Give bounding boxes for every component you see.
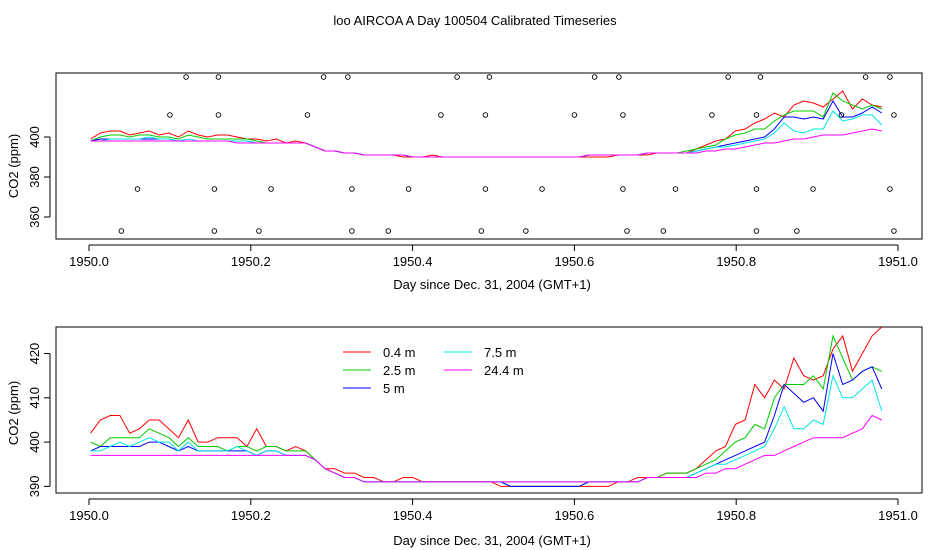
marker-point xyxy=(838,112,845,118)
top-series-line-1 xyxy=(90,90,882,158)
marker-point xyxy=(891,112,897,118)
marker-point xyxy=(478,228,485,234)
marker-point xyxy=(215,74,222,80)
top-y-axis: 360 380 400 xyxy=(27,126,51,228)
bottom-data-lines xyxy=(90,326,883,487)
top-y-tick-label: 360 xyxy=(27,206,42,228)
marker-point xyxy=(616,74,622,80)
bottom-x-axis-label: Day since Dec. 31, 2004 (GMT+1) xyxy=(393,533,591,548)
top-plot-frame xyxy=(55,72,923,240)
top-x-axis-label: Day since Dec. 31, 2004 (GMT+1) xyxy=(393,277,591,292)
marker-point xyxy=(757,74,764,80)
marker-point xyxy=(256,228,262,234)
marker-point xyxy=(320,74,327,80)
bottom-x-tick-label: 1950.8 xyxy=(716,508,756,523)
top-y-tick-label: 380 xyxy=(27,166,42,188)
marker-point xyxy=(672,186,679,192)
marker-point xyxy=(862,74,869,80)
marker-point xyxy=(183,74,189,80)
marker-point xyxy=(753,228,760,234)
figure-title: loo AIRCOA A Day 100504 Calibrated Times… xyxy=(333,13,617,28)
bottom-x-tick-label: 1950.0 xyxy=(69,508,109,523)
bottom-x-tick-label: 1950.6 xyxy=(555,508,595,523)
marker-point xyxy=(482,186,489,192)
bottom-x-tick-label: 1950.2 xyxy=(231,508,271,523)
marker-point xyxy=(753,186,760,192)
top-x-tick-label: 1950.4 xyxy=(393,254,433,269)
bottom-y-tick-label: 410 xyxy=(27,387,42,409)
top-y-tick-label: 400 xyxy=(27,126,42,148)
bottom-y-axis: 390 400 410 420 xyxy=(27,343,51,498)
top-x-tick-label: 1950.8 xyxy=(716,254,756,269)
marker-point xyxy=(454,74,460,80)
marker-point xyxy=(385,228,392,234)
marker-point xyxy=(620,112,626,118)
bottom-y-tick-label: 400 xyxy=(27,431,42,453)
legend-label: 24.4 m xyxy=(484,363,524,378)
marker-point xyxy=(891,228,897,234)
marker-point xyxy=(405,186,412,192)
marker-point xyxy=(794,228,800,234)
legend-label: 5 m xyxy=(383,381,405,396)
marker-point xyxy=(660,228,667,234)
marker-point xyxy=(753,112,760,118)
top-x-tick-label: 1950.6 xyxy=(555,254,595,269)
marker-point xyxy=(167,112,173,118)
top-x-tick-label: 1950.0 xyxy=(69,254,109,269)
top-chart: 1950.0 1950.2 1950.4 1950.6 1950.8 1951.0 360… xyxy=(6,72,923,292)
marker-point xyxy=(709,112,715,118)
marker-point xyxy=(591,74,598,80)
top-series-line-5 xyxy=(90,128,882,158)
marker-point xyxy=(349,186,355,192)
bottom-plot-frame xyxy=(55,326,923,494)
bottom-x-axis: 1950.0 1950.2 1950.4 1950.6 1950.8 1951.0 xyxy=(69,498,918,523)
marker-point xyxy=(118,228,125,234)
marker-point xyxy=(539,186,545,192)
bottom-x-tick-label: 1951.0 xyxy=(878,508,918,523)
marker-point xyxy=(887,74,893,80)
legend-label: 0.4 m xyxy=(383,345,416,360)
bottom-x-tick-label: 1950.4 xyxy=(393,508,433,523)
marker-point xyxy=(345,74,351,80)
top-x-axis: 1950.0 1950.2 1950.4 1950.6 1950.8 1951.0 xyxy=(69,244,918,269)
top-x-tick-label: 1951.0 xyxy=(878,254,918,269)
top-data-lines xyxy=(90,90,883,158)
marker-point xyxy=(486,74,493,80)
marker-point xyxy=(134,186,141,192)
top-series-line-2 xyxy=(90,92,882,158)
marker-point xyxy=(211,186,218,192)
marker-point xyxy=(571,112,578,118)
top-y-axis-label: CO2 (ppm) xyxy=(6,134,21,198)
top-marker-points xyxy=(118,74,897,234)
marker-point xyxy=(810,186,816,192)
legend-label: 2.5 m xyxy=(383,363,416,378)
bottom-series-line-5 xyxy=(90,414,883,483)
bottom-chart: 1950.0 1950.2 1950.4 1950.6 1950.8 1951.0 390… xyxy=(6,326,923,548)
marker-point xyxy=(624,228,630,234)
bottom-y-axis-label: CO2 (ppm) xyxy=(6,381,21,445)
marker-point xyxy=(349,228,355,234)
marker-point xyxy=(523,228,529,234)
marker-point xyxy=(620,186,626,192)
marker-point xyxy=(887,186,893,192)
marker-point xyxy=(215,112,222,118)
marker-point xyxy=(268,186,274,192)
legend-label: 7.5 m xyxy=(484,345,517,360)
bottom-y-tick-label: 420 xyxy=(27,343,42,365)
marker-point xyxy=(438,112,444,118)
marker-point xyxy=(482,112,489,118)
top-x-tick-label: 1950.2 xyxy=(231,254,271,269)
marker-point xyxy=(304,112,311,118)
bottom-series-line-4 xyxy=(90,374,883,483)
marker-point xyxy=(725,74,731,80)
legend: 0.4 m 2.5 m 5 m 7.5 m 24.4 m xyxy=(343,345,524,396)
top-series-line-4 xyxy=(90,110,883,158)
bottom-y-tick-label: 390 xyxy=(27,476,42,498)
marker-point xyxy=(211,228,218,234)
